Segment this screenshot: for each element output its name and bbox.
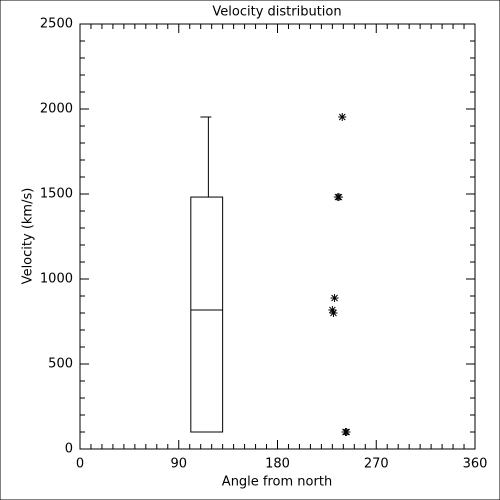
y-axis-label: Velocity (km/s): [21, 188, 36, 285]
asterisk-stroke: [329, 306, 336, 314]
chart-title: Velocity distribution: [212, 5, 341, 20]
x-tick-label: 90: [170, 457, 187, 472]
y-tick-label: 0: [65, 442, 73, 457]
x-axis-label: Angle from north: [222, 475, 332, 490]
asterisk-stroke: [338, 113, 346, 121]
point: [330, 294, 339, 303]
point: [329, 309, 338, 317]
x-tick-label: 270: [364, 457, 389, 472]
x-tick-label: 0: [76, 457, 84, 472]
y-tick-label: 2500: [40, 17, 73, 32]
point: [334, 193, 343, 202]
y-tick-label: 1500: [40, 187, 73, 202]
x-tick-label: 360: [463, 457, 488, 472]
x-tick-label: 180: [265, 457, 290, 472]
y-tick-label: 1000: [40, 272, 73, 287]
box: [190, 196, 224, 433]
plot-frame: [79, 23, 476, 450]
y-tick-label: 2000: [40, 102, 73, 117]
asterisk-stroke: [335, 193, 343, 201]
asterisk-stroke: [331, 294, 338, 302]
point: [342, 428, 351, 436]
asterisk-stroke: [330, 309, 337, 317]
y-tick-label: 500: [48, 357, 73, 372]
asterisk-stroke: [343, 428, 350, 436]
point: [338, 112, 347, 121]
